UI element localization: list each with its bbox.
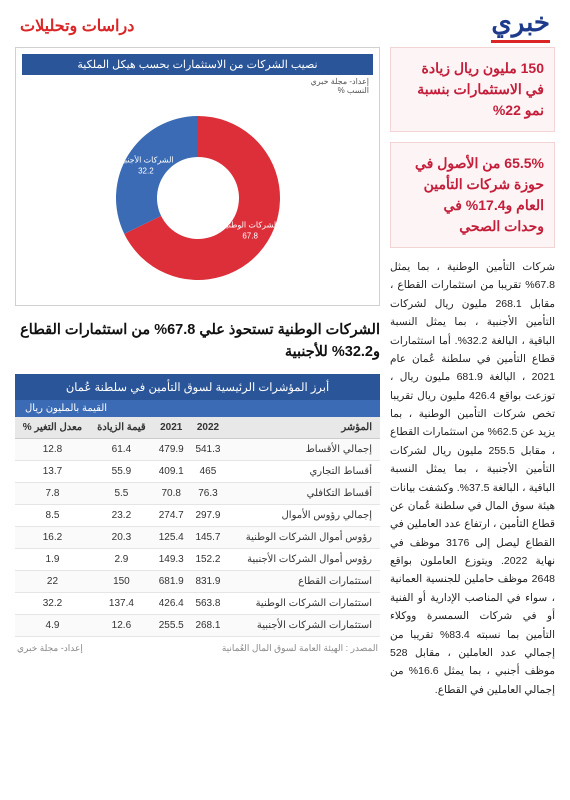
- table-cell: 681.9: [153, 570, 190, 592]
- table-cell: 150: [90, 570, 153, 592]
- indicators-table-wrap: أبرز المؤشرات الرئيسية لسوق التأمين في س…: [15, 374, 380, 654]
- table-header-cell: المؤشر: [226, 417, 380, 439]
- table-cell: 541.3: [190, 438, 227, 460]
- table-cell: إجمالي رؤوس الأموال: [226, 504, 380, 526]
- table-cell: 70.8: [153, 482, 190, 504]
- table-row: استثمارات القطاع831.9681.915022: [15, 570, 380, 592]
- table-cell: 2.9: [90, 548, 153, 570]
- table-title: أبرز المؤشرات الرئيسية لسوق التأمين في س…: [15, 374, 380, 400]
- table-cell: 22: [15, 570, 90, 592]
- table-row: رؤوس أموال الشركات الوطنية145.7125.420.3…: [15, 526, 380, 548]
- table-cell: أقساط التكافلي: [226, 482, 380, 504]
- table-cell: استثمارات الشركات الأجنبية: [226, 614, 380, 636]
- table-cell: 563.8: [190, 592, 227, 614]
- table-row: أقساط التكافلي76.370.85.57.8: [15, 482, 380, 504]
- table-row: أقساط التجاري465409.155.913.7: [15, 460, 380, 482]
- table-cell: 125.4: [153, 526, 190, 548]
- table-header-cell: 2022: [190, 417, 227, 439]
- chart-axis-label: النسب %: [22, 86, 373, 95]
- table-cell: 465: [190, 460, 227, 482]
- table-cell: استثمارات القطاع: [226, 570, 380, 592]
- table-cell: 12.6: [90, 614, 153, 636]
- table-row: رؤوس أموال الشركات الأجنبية152.2149.32.9…: [15, 548, 380, 570]
- slice-value: 67.8: [242, 232, 258, 241]
- slice-label: الشركات الوطنية: [221, 221, 278, 230]
- table-cell: 4.9: [15, 614, 90, 636]
- table-cell: 137.4: [90, 592, 153, 614]
- table-cell: 16.2: [15, 526, 90, 548]
- table-cell: 5.5: [90, 482, 153, 504]
- highlight-box-2: 65.5% من الأصول في حوزة شركات التأمين ال…: [390, 142, 555, 248]
- highlight-text-2: 65.5% من الأصول في حوزة شركات التأمين ال…: [401, 153, 544, 237]
- table-row: استثمارات الشركات الأجنبية268.1255.512.6…: [15, 614, 380, 636]
- table-source: المصدر : الهيئة العامة لسوق المال العُما…: [222, 643, 378, 654]
- table-cell: 479.9: [153, 438, 190, 460]
- indicators-table: المؤشر20222021قيمة الزيادةمعدل التغير % …: [15, 417, 380, 637]
- table-cell: 268.1: [190, 614, 227, 636]
- table-cell: 409.1: [153, 460, 190, 482]
- table-cell: استثمارات الشركات الوطنية: [226, 592, 380, 614]
- table-cell: 831.9: [190, 570, 227, 592]
- slice-label: الشركات الأجنبية: [118, 154, 173, 164]
- table-cell: رؤوس أموال الشركات الوطنية: [226, 526, 380, 548]
- table-cell: 8.5: [15, 504, 90, 526]
- article-body: شركات التأمين الوطنية ، بما يمثل 67.8% ت…: [390, 258, 555, 699]
- table-cell: 23.2: [90, 504, 153, 526]
- table-cell: 13.7: [15, 460, 90, 482]
- table-cell: 76.3: [190, 482, 227, 504]
- table-cell: 145.7: [190, 526, 227, 548]
- table-cell: رؤوس أموال الشركات الأجنبية: [226, 548, 380, 570]
- chart-source: إعداد- مجلة خبري: [22, 75, 373, 86]
- section-title: دراسات وتحليلات: [20, 16, 134, 36]
- table-cell: 426.4: [153, 592, 190, 614]
- table-header-cell: معدل التغير %: [15, 417, 90, 439]
- donut-slice: [116, 116, 198, 234]
- table-cell: 152.2: [190, 548, 227, 570]
- table-credit: إعداد- مجلة خبري: [17, 643, 83, 654]
- table-cell: أقساط التجاري: [226, 460, 380, 482]
- table-cell: 149.3: [153, 548, 190, 570]
- site-logo: خبري: [491, 8, 550, 43]
- table-cell: 32.2: [15, 592, 90, 614]
- table-cell: 274.7: [153, 504, 190, 526]
- mid-headline: الشركات الوطنية تستحوذ علي 67.8% من استث…: [15, 320, 380, 364]
- table-cell: 20.3: [90, 526, 153, 548]
- highlight-box-1: 150 مليون ريال زيادة في الاستثمارات بنسب…: [390, 47, 555, 132]
- table-cell: 61.4: [90, 438, 153, 460]
- donut-chart: الشركات الوطنية 67.8 الشركات الأجنبية 32.2: [88, 103, 308, 293]
- table-row: إجمالي رؤوس الأموال297.9274.723.28.5: [15, 504, 380, 526]
- table-cell: 55.9: [90, 460, 153, 482]
- table-subtitle: القيمة بالمليون ريال: [15, 400, 380, 417]
- chart-title: نصيب الشركات من الاستثمارات بحسب هيكل ال…: [22, 54, 373, 75]
- table-cell: 1.9: [15, 548, 90, 570]
- slice-value: 32.2: [138, 166, 154, 175]
- donut-chart-panel: نصيب الشركات من الاستثمارات بحسب هيكل ال…: [15, 47, 380, 306]
- table-cell: 297.9: [190, 504, 227, 526]
- table-header-cell: قيمة الزيادة: [90, 417, 153, 439]
- table-cell: 255.5: [153, 614, 190, 636]
- table-cell: 12.8: [15, 438, 90, 460]
- table-row: استثمارات الشركات الوطنية563.8426.4137.4…: [15, 592, 380, 614]
- table-cell: إجمالي الأقساط: [226, 438, 380, 460]
- highlight-text-1: 150 مليون ريال زيادة في الاستثمارات بنسب…: [401, 58, 544, 121]
- table-header-cell: 2021: [153, 417, 190, 439]
- table-cell: 7.8: [15, 482, 90, 504]
- table-row: إجمالي الأقساط541.3479.961.412.8: [15, 438, 380, 460]
